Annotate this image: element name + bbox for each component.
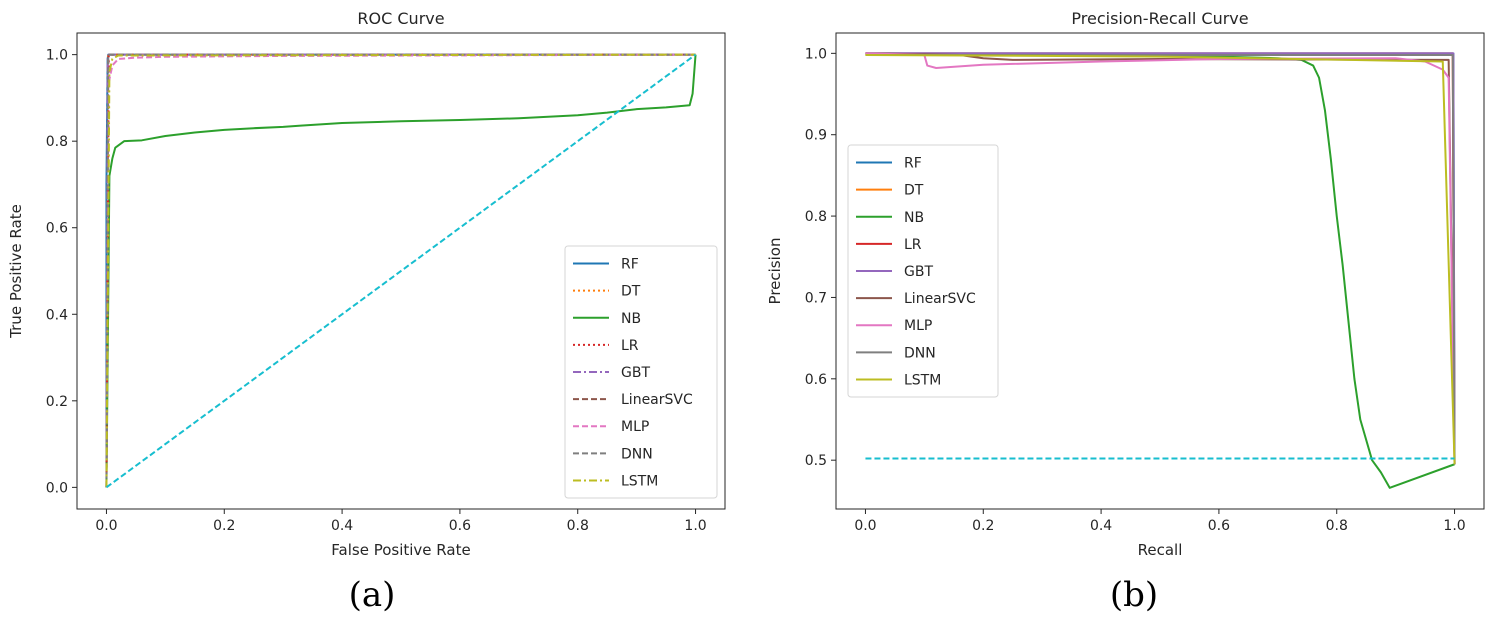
- y-tick-label: 0.4: [46, 307, 68, 323]
- legend-label-lr: LR: [904, 237, 922, 253]
- legend-label-nb: NB: [904, 210, 924, 226]
- plot-frame: [835, 32, 1485, 510]
- legend-label-gbt: GBT: [904, 264, 933, 280]
- legend: RF DT NB LR GBT LinearSVC MLP DNN LSTM: [564, 245, 718, 499]
- x-tick-label: 0.6: [449, 518, 471, 534]
- y-tick-label: 1.0: [805, 46, 827, 62]
- legend-label-lstm: LSTM: [904, 372, 941, 388]
- y-tick-label: 0.8: [805, 209, 827, 225]
- y-tick-label: 0.6: [805, 372, 827, 388]
- legend-label-linearsvc: LinearSVC: [904, 291, 976, 307]
- x-axis-title: Recall: [1138, 541, 1183, 559]
- chart-title: Precision-Recall Curve: [1071, 9, 1248, 28]
- legend-box: [847, 144, 999, 398]
- panel-label-b: (b): [1110, 575, 1158, 615]
- x-tick-label: 0.4: [1090, 518, 1112, 534]
- series-line-lstm: [105, 53, 696, 488]
- legend-label-lstm: LSTM: [621, 473, 658, 489]
- chart-title: ROC Curve: [357, 9, 444, 28]
- plot-frame: [76, 32, 726, 510]
- legend-label-rf: RF: [904, 156, 922, 172]
- legend-label-dt: DT: [904, 183, 924, 199]
- y-tick-label: 0.0: [46, 480, 68, 496]
- x-tick-label: 0.2: [213, 518, 235, 534]
- legend-label-dnn: DNN: [904, 345, 936, 361]
- legend-label-gbt: GBT: [621, 365, 650, 381]
- legend-label-mlp: MLP: [904, 318, 932, 334]
- series-line-dnn: [865, 53, 1456, 465]
- legend-label-rf: RF: [621, 257, 639, 273]
- legend-label-nb: NB: [621, 311, 641, 327]
- series-group: [865, 52, 1456, 489]
- series-line-dnn: [105, 53, 696, 488]
- x-tick-label: 0.8: [1326, 518, 1348, 534]
- x-tick-label: 0.2: [972, 518, 994, 534]
- x-tick-label: 0.0: [95, 518, 117, 534]
- series-line-lstm: [865, 53, 1456, 465]
- x-tick-label: 0.0: [854, 518, 876, 534]
- x-tick-label: 0.8: [567, 518, 589, 534]
- precision-recall-chart: Precision-Recall Curve 0.0 0.2 0.4 0.6 0.8 1.0…: [766, 9, 1485, 559]
- y-axis-title: True Positive Rate: [7, 204, 25, 339]
- legend: RF DT NB LR GBT LinearSVC MLP DNN LSTM: [847, 144, 999, 398]
- y-tick-label: 1.0: [46, 48, 68, 64]
- legend-label-dnn: DNN: [621, 446, 653, 462]
- roc-chart: ROC Curve 0.0 0.2 0.4 0.6 0.8 1.0 0.0 0.2 0.4 0.6 0…: [7, 9, 726, 559]
- legend-label-mlp: MLP: [621, 419, 649, 435]
- series-line-nb: [105, 54, 697, 488]
- x-axis-title: False Positive Rate: [331, 541, 470, 559]
- y-tick-label: 0.6: [46, 221, 68, 237]
- y-tick-label: 0.8: [46, 134, 68, 150]
- x-tick-label: 0.4: [331, 518, 353, 534]
- series-line-chance: [105, 53, 697, 489]
- x-tick-label: 1.0: [684, 518, 706, 534]
- legend-box: [564, 245, 718, 499]
- x-tick-label: 0.6: [1208, 518, 1230, 534]
- legend-label-dt: DT: [621, 284, 641, 300]
- y-axis-title: Precision: [766, 238, 784, 305]
- y-tick-label: 0.7: [805, 290, 827, 306]
- legend-label-linearsvc: LinearSVC: [621, 392, 693, 408]
- y-tick-label: 0.9: [805, 128, 827, 144]
- panel-label-a: (a): [349, 575, 396, 615]
- y-tick-label: 0.5: [805, 453, 827, 469]
- series-group: [105, 53, 697, 489]
- y-tick-label: 0.2: [46, 394, 68, 410]
- x-tick-label: 1.0: [1443, 518, 1465, 534]
- legend-label-lr: LR: [621, 338, 639, 354]
